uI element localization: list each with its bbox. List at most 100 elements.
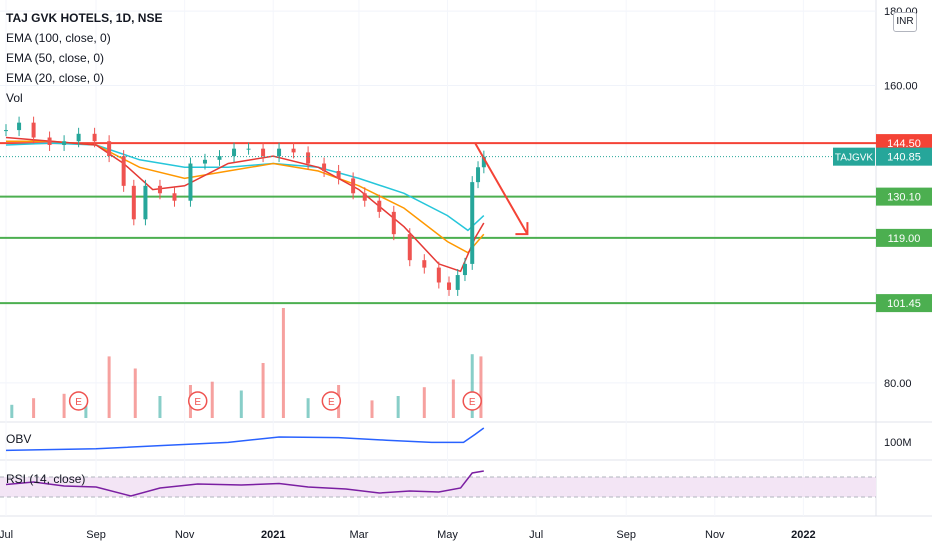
ema20-line <box>5 136 485 273</box>
price-tick-label: 160.00 <box>884 80 918 92</box>
candle-body <box>261 148 266 157</box>
candle-body <box>31 122 36 138</box>
rsi-pane-label[interactable]: RSI (14, close) <box>6 472 86 486</box>
rsi-band <box>0 477 876 497</box>
level-badge <box>876 294 932 313</box>
earnings-marker-label: E <box>469 397 476 408</box>
earnings-marker <box>68 391 89 411</box>
volume-bar <box>370 400 374 418</box>
legend-ema100[interactable]: EMA (100, close, 0) <box>6 31 111 45</box>
level-label: 130.10 <box>887 192 921 204</box>
candle-body <box>306 152 311 164</box>
earnings-marker <box>462 391 482 411</box>
ema100-line <box>5 142 485 232</box>
level-badge <box>876 228 932 247</box>
price-tick-label: 80.00 <box>884 378 912 390</box>
candle-body <box>391 211 396 235</box>
volume-bar <box>281 308 285 418</box>
volume-bar <box>158 396 162 418</box>
candle-body <box>157 185 162 194</box>
level-badge <box>876 134 932 153</box>
volume-bar <box>261 363 265 418</box>
time-tick-label: May <box>437 529 458 541</box>
currency-badge[interactable]: INR <box>893 12 917 32</box>
time-tick-label: 2021 <box>261 529 285 541</box>
candle-body <box>76 133 81 142</box>
candle-body <box>62 141 67 145</box>
level-label: 101.45 <box>887 298 921 310</box>
rsi-line <box>5 470 484 497</box>
volume-bar <box>107 356 111 418</box>
last-price-badge <box>876 147 932 166</box>
volume-bar <box>306 398 310 418</box>
candle-body <box>291 148 296 153</box>
candle-body <box>277 148 282 157</box>
time-tick-label: Nov <box>705 529 725 541</box>
volume-bar <box>451 379 455 418</box>
candle-body <box>143 185 148 220</box>
candle-body <box>172 193 177 201</box>
earnings-marker <box>321 391 342 411</box>
candle-body <box>362 193 367 201</box>
volume-bar <box>479 356 483 418</box>
time-tick-label: Jul <box>0 529 13 541</box>
time-tick-label: Mar <box>349 529 368 541</box>
candle-body <box>446 282 451 290</box>
last-price-label: 140.85 <box>887 152 921 164</box>
trend-arrow <box>474 142 529 235</box>
candle-body <box>462 263 467 276</box>
time-tick-label: Nov <box>175 529 195 541</box>
level-label: 119.00 <box>888 233 921 245</box>
candle-body <box>336 170 341 179</box>
candle-body <box>232 148 237 157</box>
symbol-badge-label: TAJGVK <box>835 153 873 164</box>
chart-legend: TAJ GVK HOTELS, 1D, NSE EMA (100, close,… <box>6 8 162 108</box>
obv-scale-label: 100M <box>884 437 912 449</box>
volume-bar <box>210 381 214 418</box>
candle-body <box>107 141 112 157</box>
legend-ema50[interactable]: EMA (50, close, 0) <box>6 51 105 65</box>
candle-body <box>407 234 412 261</box>
candle-body <box>217 156 222 160</box>
time-tick-label: Sep <box>86 529 106 541</box>
time-tick-label: 2022 <box>791 529 815 541</box>
candle-body <box>476 167 481 183</box>
obv-pane-label[interactable]: OBV <box>6 432 32 446</box>
level-label: 144.50 <box>887 138 921 150</box>
earnings-marker-label: E <box>75 397 82 408</box>
volume-bar <box>62 393 66 418</box>
candle-body <box>47 137 52 145</box>
candle-body <box>131 185 136 220</box>
legend-ema20[interactable]: EMA (20, close, 0) <box>6 71 105 85</box>
obv-line <box>5 427 485 452</box>
candle-body <box>322 163 327 171</box>
time-tick-label: Jul <box>529 529 543 541</box>
volume-bar <box>84 401 88 418</box>
earnings-marker <box>187 391 208 411</box>
volume-bar <box>422 387 426 418</box>
candle-body <box>351 178 356 194</box>
candle-body <box>246 148 251 150</box>
candle-body <box>188 163 193 201</box>
symbol-badge <box>833 147 875 166</box>
volume-bar <box>470 354 474 418</box>
earnings-marker-label: E <box>328 397 335 408</box>
chart-title: TAJ GVK HOTELS, 1D, NSE <box>6 11 163 25</box>
candle-body <box>92 133 97 142</box>
candle-body <box>4 130 8 132</box>
volume-bar <box>133 368 137 418</box>
candle-body <box>121 156 126 186</box>
trend-arrow-head <box>515 222 529 236</box>
volume-bar <box>32 398 36 418</box>
time-tick-label: Sep <box>616 529 636 541</box>
candle-body <box>436 267 441 283</box>
candle-body <box>17 122 22 131</box>
level-badge <box>876 187 932 206</box>
volume-bar <box>239 390 243 418</box>
volume-bar <box>396 396 400 418</box>
legend-volume[interactable]: Vol <box>6 91 23 105</box>
candle-body <box>481 156 486 168</box>
candle-body <box>377 200 382 212</box>
